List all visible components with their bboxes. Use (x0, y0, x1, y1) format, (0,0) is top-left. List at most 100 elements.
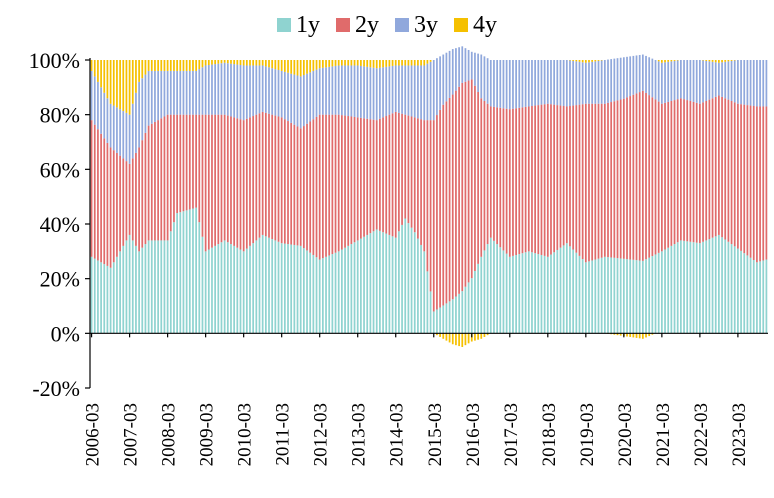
bar-4y (185, 60, 188, 71)
bar-3y (141, 78, 144, 141)
bar-4y (413, 60, 416, 66)
bar-4y (249, 60, 251, 66)
bar-1y (518, 254, 521, 334)
bar-4y (328, 60, 331, 67)
bar-1y (141, 247, 144, 334)
bar-2y (714, 96, 717, 237)
bar-1y (258, 237, 261, 334)
bar-2y (179, 114, 182, 213)
bar-4y (97, 60, 99, 82)
bar-4y (401, 60, 403, 66)
bar-2y (391, 113, 394, 237)
bar-1y (226, 242, 229, 334)
bar-1y (660, 251, 663, 334)
bar-4y (350, 60, 353, 66)
bar-1y (344, 247, 346, 334)
bar-2y (730, 101, 733, 245)
bar-4y-negative (461, 333, 464, 347)
bar-2y (689, 101, 692, 242)
bar-3y (445, 52, 448, 102)
bar-4y (195, 60, 197, 71)
bar-2y (407, 115, 410, 224)
bar-2y (499, 107, 502, 248)
bar-1y (626, 259, 628, 334)
bar-4y (341, 60, 343, 66)
bar-4y (223, 60, 226, 63)
bar-1y (309, 252, 312, 334)
bar-1y (613, 257, 616, 334)
legend-swatch-4y (454, 18, 468, 32)
x-tick-label: 2015-03 (425, 403, 446, 466)
bar-3y (432, 60, 435, 121)
bar-2y (398, 112, 400, 232)
legend-label-4y: 4y (473, 11, 497, 38)
bar-3y (474, 52, 476, 86)
bar-4y-negative (436, 333, 438, 336)
bar-1y (505, 253, 508, 334)
bar-2y (293, 124, 296, 245)
bar-3y (467, 49, 470, 81)
bar-3y (236, 64, 239, 119)
bar-3y (762, 60, 765, 107)
bar-1y (699, 243, 701, 334)
bar-4y (226, 60, 229, 64)
bar-1y (749, 257, 752, 334)
bar-1y (413, 232, 416, 334)
bar-1y (407, 223, 410, 334)
y-tick-label: 0% (51, 321, 80, 346)
bar-4y (670, 60, 673, 62)
bar-1y (379, 230, 381, 334)
legend-swatch-3y (395, 18, 409, 32)
bar-3y (100, 87, 102, 134)
bar-3y (695, 60, 698, 103)
bar-2y (531, 106, 533, 253)
bar-1y (676, 242, 679, 334)
bar-2y (347, 116, 350, 246)
bar-3y (258, 65, 261, 114)
bar-2y (559, 105, 562, 248)
bar-1y (597, 258, 600, 334)
bar-1y (318, 259, 321, 334)
bar-1y (204, 251, 207, 334)
bar-3y (670, 61, 673, 101)
bar-4y (337, 60, 340, 66)
bar-1y (432, 311, 435, 334)
bar-4y (217, 60, 220, 64)
bar-3y (505, 60, 508, 109)
bar-4y (394, 60, 397, 66)
bar-3y (660, 62, 663, 104)
bar-2y (619, 99, 622, 259)
bar-1y (280, 243, 283, 334)
bar-3y (483, 56, 486, 101)
bar-2y (372, 119, 375, 232)
bar-4y (198, 60, 201, 70)
bar-4y (119, 60, 121, 110)
bar-1y (721, 237, 723, 334)
bar-2y (268, 113, 270, 238)
bar-3y (708, 61, 711, 100)
bar-1y (651, 256, 654, 334)
bar-4y-negative (455, 333, 457, 346)
bar-1y (743, 253, 746, 334)
bar-1y (565, 243, 568, 334)
bar-4y (268, 60, 270, 68)
bar-1y (461, 291, 464, 334)
bar-3y (201, 67, 204, 115)
bar-3y (749, 60, 752, 106)
bar-3y (575, 61, 578, 106)
bar-1y (173, 222, 175, 334)
bar-2y (185, 114, 188, 211)
bar-3y (654, 60, 657, 100)
bar-3y (366, 66, 369, 119)
bar-2y (445, 101, 448, 304)
bar-1y (211, 247, 213, 334)
bar-3y (765, 60, 768, 107)
bar-3y (508, 60, 511, 110)
bar-2y (283, 119, 286, 244)
bar-3y (493, 60, 495, 107)
bar-1y (578, 255, 581, 334)
bar-3y (166, 70, 169, 115)
bar-1y (705, 240, 708, 334)
bar-3y (312, 70, 315, 120)
bar-1y (746, 255, 749, 334)
